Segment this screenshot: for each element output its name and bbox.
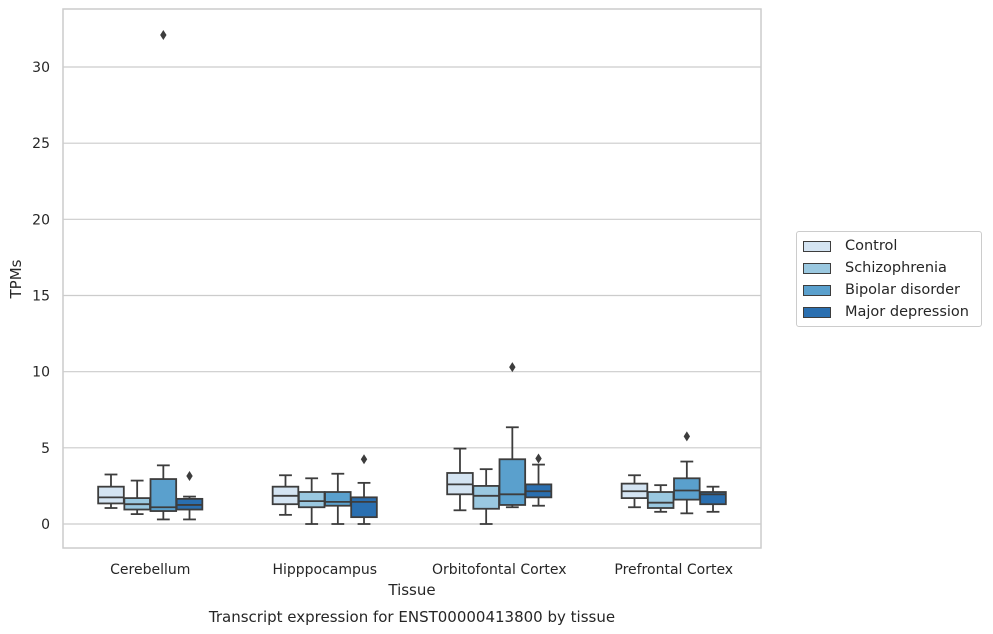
x-tick-label-prefrontal-cortex: Prefrontal Cortex xyxy=(614,562,733,578)
outlier-point xyxy=(509,362,516,373)
legend-swatch-major-depression xyxy=(803,306,831,318)
legend-swatch-schizophrenia xyxy=(803,262,831,274)
box-prefrontal-cortex-schizophrenia xyxy=(646,484,675,513)
box-orbitofontal-cortex-bipolar-disorder xyxy=(498,362,527,509)
legend-item-bipolar-disorder: Bipolar disorder xyxy=(803,280,960,300)
box-iqr xyxy=(97,485,125,505)
box-cerebellum-bipolar-disorder xyxy=(149,30,178,521)
box-groups xyxy=(97,30,727,525)
box-hipppocampus-major-depression xyxy=(350,454,378,525)
legend-label-control: Control xyxy=(845,238,898,254)
outlier-point xyxy=(360,454,368,465)
box-iqr xyxy=(350,496,378,519)
legend-label-schizophrenia: Schizophrenia xyxy=(845,260,947,276)
y-axis-label: TPMs xyxy=(7,259,25,299)
box-iqr xyxy=(646,491,675,509)
outlier-point xyxy=(186,471,193,482)
box-orbitofontal-cortex-major-depression xyxy=(524,453,553,507)
legend-swatch-control xyxy=(803,240,831,252)
outlier-point xyxy=(683,431,691,442)
y-tick-label-15: 15 xyxy=(32,289,50,305)
box-orbitofontal-cortex-control xyxy=(446,447,474,512)
x-tick-label-orbitofontal-cortex: Orbitofontal Cortex xyxy=(432,562,567,578)
y-tick-label-20: 20 xyxy=(32,212,50,228)
box-iqr xyxy=(297,491,326,509)
y-tick-label-5: 5 xyxy=(41,441,50,457)
box-iqr xyxy=(149,478,178,512)
legend-swatch-bipolar-disorder xyxy=(803,284,831,296)
box-cerebellum-major-depression xyxy=(175,471,204,521)
y-tick-label-30: 30 xyxy=(32,60,50,76)
plot-area-frame xyxy=(62,8,762,549)
outlier-point xyxy=(160,30,167,41)
chart-title: Transcript expression for ENST0000041380… xyxy=(208,608,615,626)
box-iqr xyxy=(324,491,352,507)
box-hipppocampus-control xyxy=(271,474,300,516)
box-prefrontal-cortex-bipolar-disorder xyxy=(673,431,701,515)
legend-item-control: Control xyxy=(803,236,897,256)
box-hipppocampus-bipolar-disorder xyxy=(324,472,352,525)
x-tick-label-cerebellum: Cerebellum xyxy=(110,562,190,578)
box-prefrontal-cortex-control xyxy=(620,474,649,509)
legend-label-major-depression: Major depression xyxy=(845,304,969,320)
y-tick-label-25: 25 xyxy=(32,136,50,152)
box-prefrontal-cortex-major-depression xyxy=(699,485,727,513)
legend: Control Schizophrenia Bipolar disorder M… xyxy=(796,231,982,327)
y-tick-label-0: 0 xyxy=(41,517,50,533)
legend-label-bipolar-disorder: Bipolar disorder xyxy=(845,282,960,298)
box-iqr xyxy=(673,477,701,501)
x-tick-labels: Cerebellum Hipppocampus Orbitofontal Corte… xyxy=(110,562,733,578)
box-iqr xyxy=(472,485,500,510)
box-orbitofontal-cortex-schizophrenia xyxy=(472,468,500,525)
gridlines xyxy=(63,66,761,525)
legend-item-major-depression: Major depression xyxy=(803,302,969,322)
outlier-point xyxy=(535,453,542,464)
legend-item-schizophrenia: Schizophrenia xyxy=(803,258,947,278)
y-tick-labels: 0 5 10 15 20 25 30 xyxy=(32,60,50,533)
y-tick-label-10: 10 xyxy=(32,365,50,381)
box-cerebellum-control xyxy=(97,473,125,509)
box-iqr xyxy=(498,458,527,506)
box-cerebellum-schizophrenia xyxy=(123,479,151,515)
x-tick-label-hipppocampus: Hipppocampus xyxy=(272,562,377,578)
box-hipppocampus-schizophrenia xyxy=(297,477,326,525)
x-axis-label: Tissue xyxy=(387,581,435,599)
